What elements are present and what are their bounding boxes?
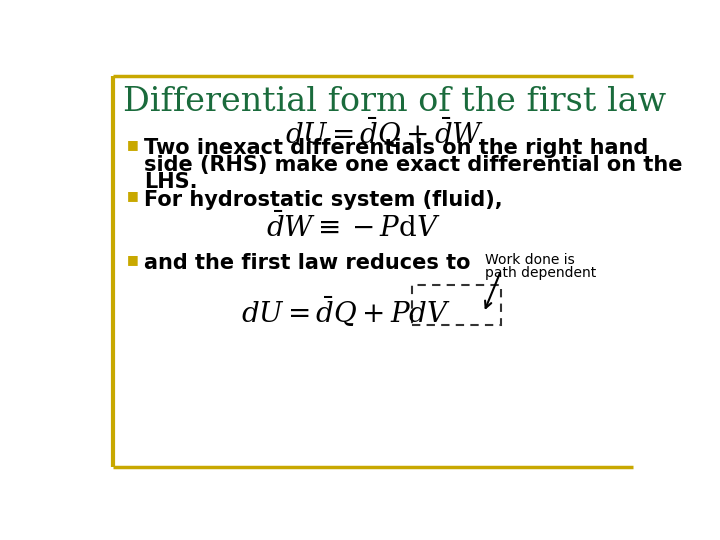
Text: $dU = \bar{d}Q + PdV$: $dU = \bar{d}Q + PdV$ (240, 294, 451, 329)
Text: For hydrostatic system (fluid),: For hydrostatic system (fluid), (144, 190, 503, 210)
Text: ■: ■ (127, 138, 139, 151)
Text: and the first law reduces to: and the first law reduces to (144, 253, 471, 273)
Text: ■: ■ (127, 190, 139, 202)
Text: Differential form of the first law: Differential form of the first law (122, 86, 666, 118)
Text: Two inexact differentials on the right hand: Two inexact differentials on the right h… (144, 138, 649, 158)
Text: $\bar{d}W \equiv -P\mathrm{d}V$: $\bar{d}W \equiv -P\mathrm{d}V$ (266, 213, 441, 243)
Text: $dU = \bar{d}Q + \bar{d}W$: $dU = \bar{d}Q + \bar{d}W$ (285, 116, 484, 150)
Bar (412, 285, 500, 325)
Text: LHS.: LHS. (144, 172, 198, 192)
Text: path dependent: path dependent (485, 266, 596, 280)
Text: side (RHS) make one exact differential on the: side (RHS) make one exact differential o… (144, 155, 683, 175)
Text: ■: ■ (127, 253, 139, 266)
Text: Work done is: Work done is (485, 253, 575, 267)
